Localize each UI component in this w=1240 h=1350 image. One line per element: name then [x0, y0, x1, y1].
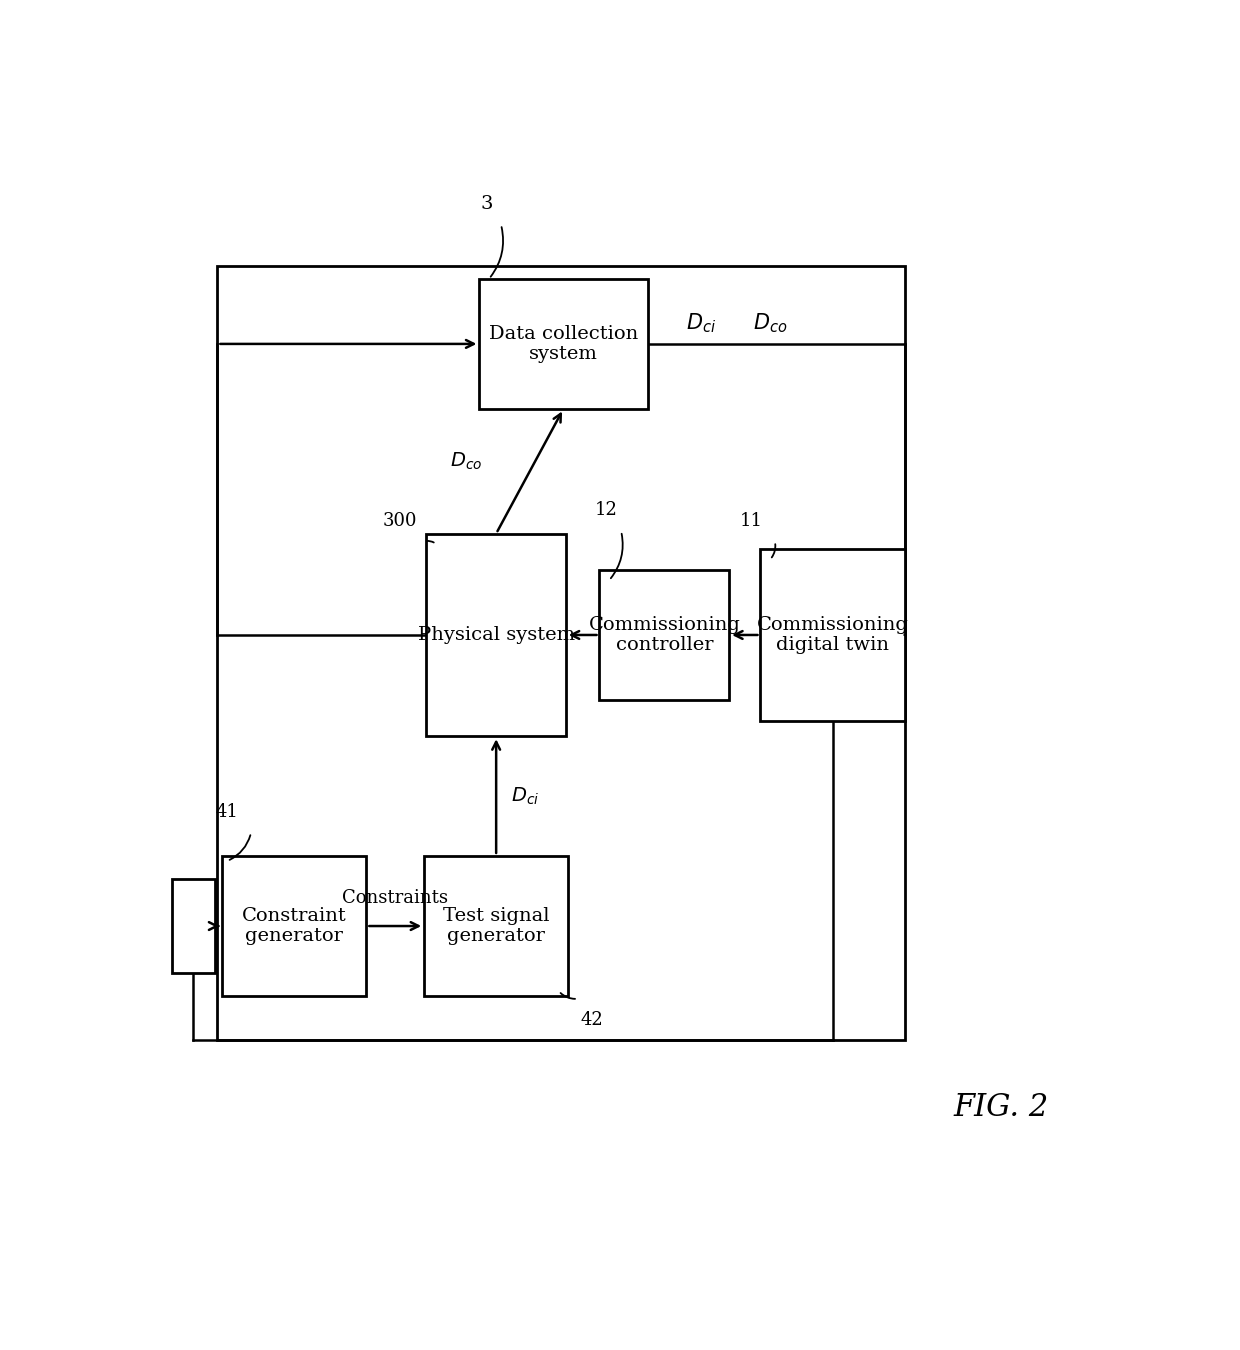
Text: $D_{ci}$: $D_{ci}$ — [511, 786, 539, 807]
FancyBboxPatch shape — [599, 570, 729, 699]
Text: Constraints: Constraints — [342, 890, 448, 907]
FancyBboxPatch shape — [760, 549, 905, 721]
Text: Commissioning
digital twin: Commissioning digital twin — [756, 616, 909, 655]
Text: Physical system: Physical system — [418, 626, 574, 644]
Text: FIG. 2: FIG. 2 — [954, 1092, 1048, 1123]
Text: Data collection
system: Data collection system — [489, 324, 639, 363]
Text: Constraint
generator: Constraint generator — [242, 907, 347, 945]
FancyBboxPatch shape — [424, 856, 568, 996]
Text: Test signal
generator: Test signal generator — [443, 907, 549, 945]
FancyBboxPatch shape — [427, 533, 565, 736]
Text: $D_{co}$: $D_{co}$ — [450, 450, 481, 471]
FancyBboxPatch shape — [480, 279, 647, 409]
FancyBboxPatch shape — [172, 879, 215, 973]
Text: $D_{ci}$: $D_{ci}$ — [686, 312, 715, 335]
Text: 12: 12 — [595, 501, 618, 520]
Text: 3: 3 — [480, 194, 492, 212]
Text: $D_{co}$: $D_{co}$ — [753, 312, 787, 335]
FancyBboxPatch shape — [222, 856, 367, 996]
Text: 11: 11 — [739, 512, 763, 529]
Text: Commissioning
controller: Commissioning controller — [589, 616, 740, 655]
Text: 42: 42 — [580, 1011, 604, 1029]
Text: 41: 41 — [216, 803, 238, 821]
Text: 300: 300 — [383, 512, 418, 529]
